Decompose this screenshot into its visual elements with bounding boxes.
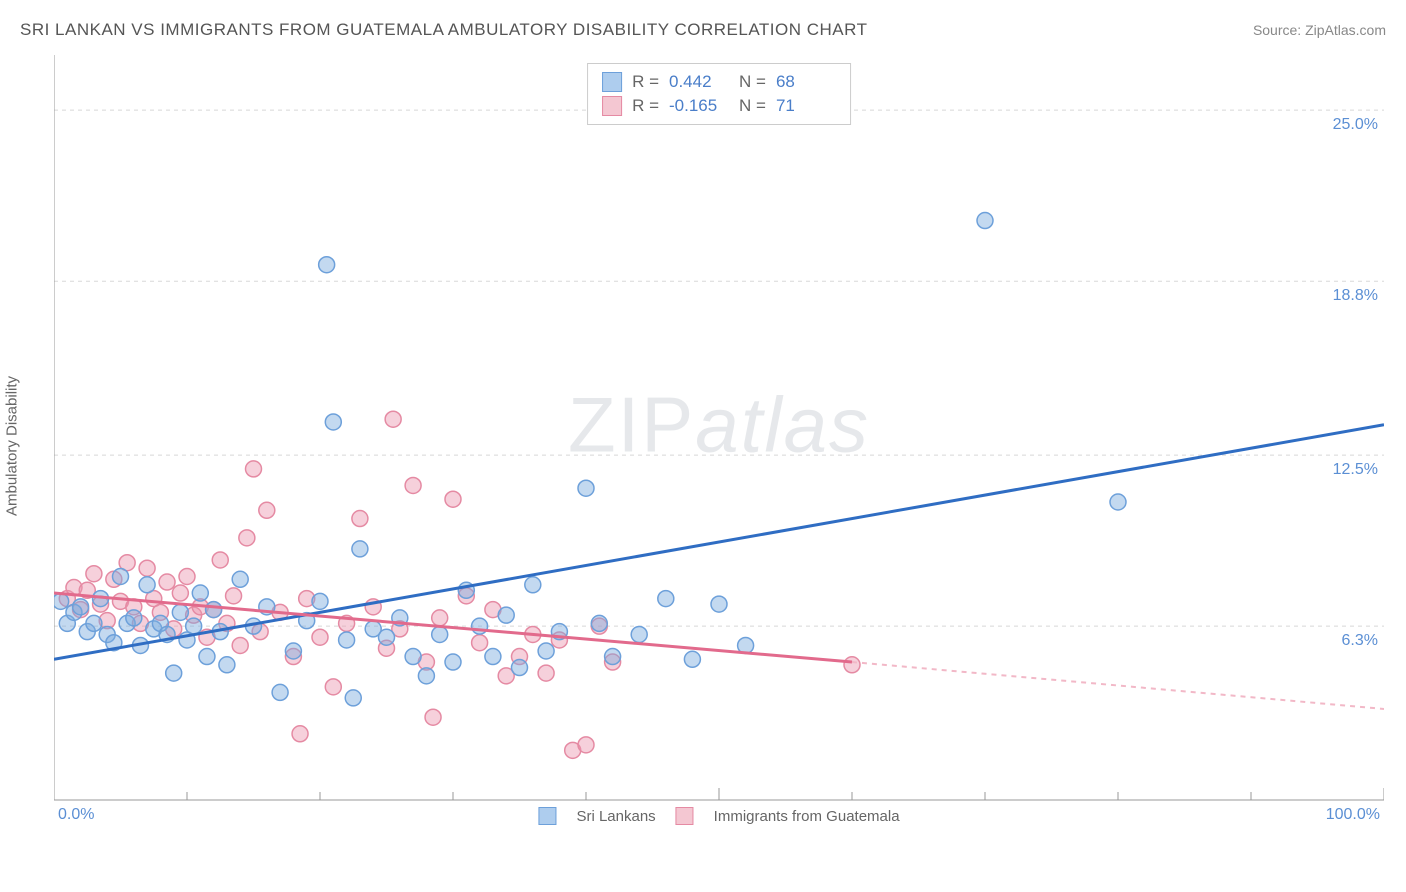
source-name: ZipAtlas.com bbox=[1305, 22, 1386, 38]
y-tick-label: 25.0% bbox=[1333, 116, 1378, 134]
legend-label: Sri Lankans bbox=[576, 808, 655, 825]
n-value: 71 bbox=[776, 96, 836, 116]
stats-legend: R = 0.442 N = 68 R = -0.165 N = 71 bbox=[587, 63, 851, 125]
chart-title: SRI LANKAN VS IMMIGRANTS FROM GUATEMALA … bbox=[20, 20, 867, 40]
n-value: 68 bbox=[776, 72, 836, 92]
legend-swatch bbox=[602, 72, 622, 92]
scatter-plot bbox=[54, 55, 1384, 825]
n-label: N = bbox=[739, 72, 766, 92]
legend-label: Immigrants from Guatemala bbox=[714, 808, 900, 825]
x-tick-label: 100.0% bbox=[1326, 806, 1380, 824]
r-value: 0.442 bbox=[669, 72, 729, 92]
legend-swatch bbox=[676, 807, 694, 825]
chart-header: SRI LANKAN VS IMMIGRANTS FROM GUATEMALA … bbox=[20, 20, 1386, 40]
x-tick-label: 0.0% bbox=[58, 806, 94, 824]
r-label: R = bbox=[632, 96, 659, 116]
legend-swatch bbox=[602, 96, 622, 116]
legend-swatch bbox=[538, 807, 556, 825]
y-tick-label: 18.8% bbox=[1333, 287, 1378, 305]
chart-source: Source: ZipAtlas.com bbox=[1253, 22, 1386, 38]
r-label: R = bbox=[632, 72, 659, 92]
n-label: N = bbox=[739, 96, 766, 116]
stats-legend-row: R = -0.165 N = 71 bbox=[602, 94, 836, 118]
y-tick-label: 6.3% bbox=[1342, 632, 1378, 650]
chart-area: ZIPatlas R =0.442N =68R =-0.165N =71 Sri… bbox=[54, 55, 1384, 825]
r-value: -0.165 bbox=[669, 96, 729, 116]
source-prefix: Source: bbox=[1253, 22, 1305, 38]
y-axis-label: Ambulatory Disability bbox=[4, 376, 21, 516]
series-legend: Sri Lankans Immigrants from Guatemala bbox=[538, 807, 899, 825]
y-tick-label: 12.5% bbox=[1333, 461, 1378, 479]
stats-legend-row: R = 0.442 N = 68 bbox=[602, 70, 836, 94]
